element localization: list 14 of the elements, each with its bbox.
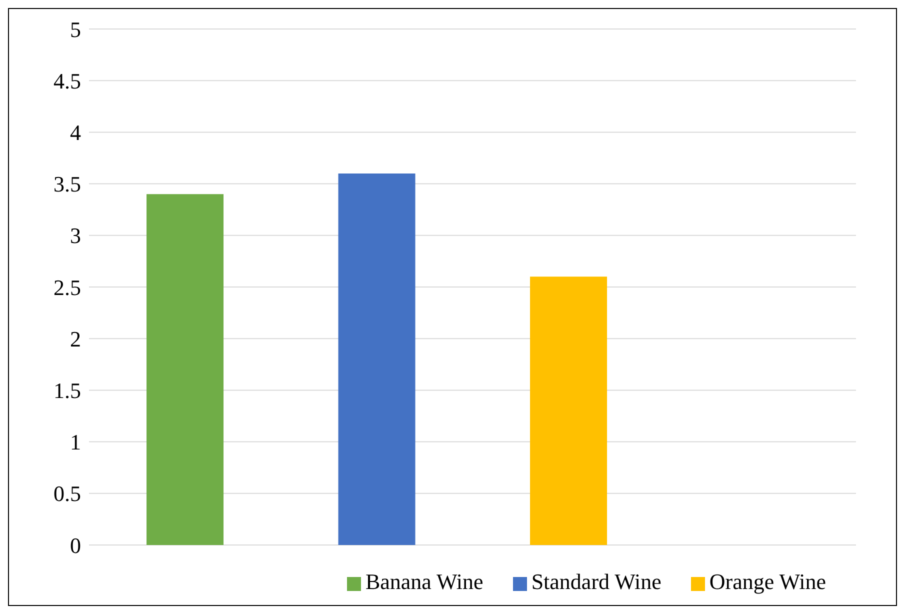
y-tick-label: 2 (70, 326, 81, 352)
y-tick-label: 3 (70, 223, 81, 248)
y-tick-label: 0.5 (54, 481, 81, 506)
y-tick-label: 2.5 (54, 274, 81, 300)
y-tick-label: 3.5 (54, 172, 81, 197)
y-tick-label: 4.5 (54, 68, 81, 94)
legend-label: Orange Wine (709, 569, 826, 594)
y-tick-label: 1.5 (54, 378, 81, 404)
y-tick-label: 5 (70, 16, 81, 42)
y-tick-label: 1 (70, 430, 81, 455)
y-tick-label: 4 (70, 120, 81, 146)
legend-label: Standard Wine (531, 569, 662, 594)
y-tick-label: 0 (70, 532, 81, 558)
legend-label: Banana Wine (365, 569, 484, 594)
